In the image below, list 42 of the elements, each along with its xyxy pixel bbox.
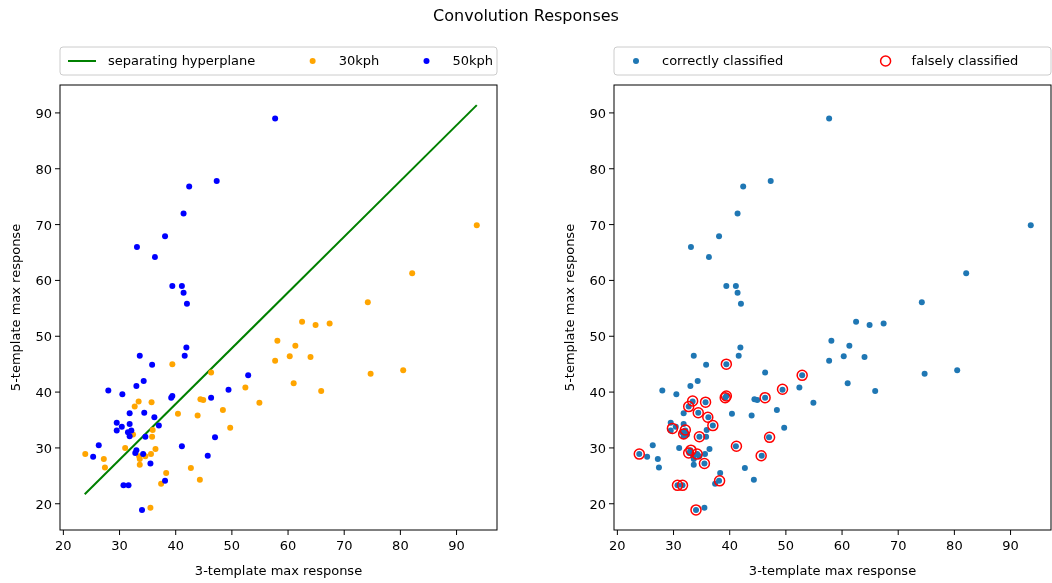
x-tick-label: 50 bbox=[777, 538, 795, 553]
legend-label: falsely classified bbox=[911, 53, 1019, 68]
y-tick-label: 90 bbox=[589, 105, 606, 121]
x-tick-label: 80 bbox=[392, 538, 409, 553]
x-tick-label: 70 bbox=[335, 538, 353, 553]
y-tick-label: 90 bbox=[35, 105, 52, 121]
y-tick-label: 20 bbox=[589, 496, 606, 512]
y-tick-label: 50 bbox=[589, 329, 606, 345]
x-tick-label: 30 bbox=[111, 538, 128, 553]
x-tick-label: 80 bbox=[946, 538, 963, 553]
y-axis-title: 5-template max response bbox=[8, 223, 23, 392]
x-tick-label: 40 bbox=[167, 538, 184, 553]
x-tick-label: 50 bbox=[223, 538, 241, 553]
y-tick-label: 60 bbox=[35, 273, 52, 289]
y-tick-label: 80 bbox=[35, 161, 52, 177]
y-tick-label: 40 bbox=[589, 385, 606, 401]
x-axis-title: 3-template max response bbox=[748, 563, 917, 578]
legend-label: separating hyperplane bbox=[108, 53, 256, 68]
y-tick-label: 80 bbox=[589, 161, 606, 177]
y-tick-label: 20 bbox=[35, 496, 52, 512]
x-tick-label: 90 bbox=[1002, 538, 1019, 553]
y-tick-label: 40 bbox=[35, 385, 52, 401]
y-tick-label: 60 bbox=[589, 273, 606, 289]
x-tick-label: 70 bbox=[889, 538, 907, 553]
y-tick-label: 30 bbox=[589, 440, 606, 456]
y-axis-title: 5-template max response bbox=[562, 223, 577, 392]
y-tick-label: 50 bbox=[35, 329, 52, 345]
chart-title: Convolution Responses bbox=[433, 6, 619, 25]
legend-label: 30kph bbox=[338, 53, 380, 68]
x-tick-label: 60 bbox=[279, 538, 297, 553]
y-tick-label: 70 bbox=[589, 217, 606, 233]
x-tick-label: 90 bbox=[448, 538, 465, 553]
x-tick-label: 30 bbox=[665, 538, 682, 553]
x-tick-label: 20 bbox=[609, 538, 626, 553]
x-axis-title: 3-template max response bbox=[194, 563, 363, 578]
y-tick-label: 70 bbox=[35, 217, 52, 233]
x-tick-label: 40 bbox=[721, 538, 738, 553]
y-tick-label: 30 bbox=[35, 440, 52, 456]
legend-label: correctly classified bbox=[662, 53, 784, 68]
x-tick-label: 20 bbox=[55, 538, 72, 553]
legend-label: 50kph bbox=[452, 53, 494, 68]
x-tick-label: 60 bbox=[833, 538, 851, 553]
